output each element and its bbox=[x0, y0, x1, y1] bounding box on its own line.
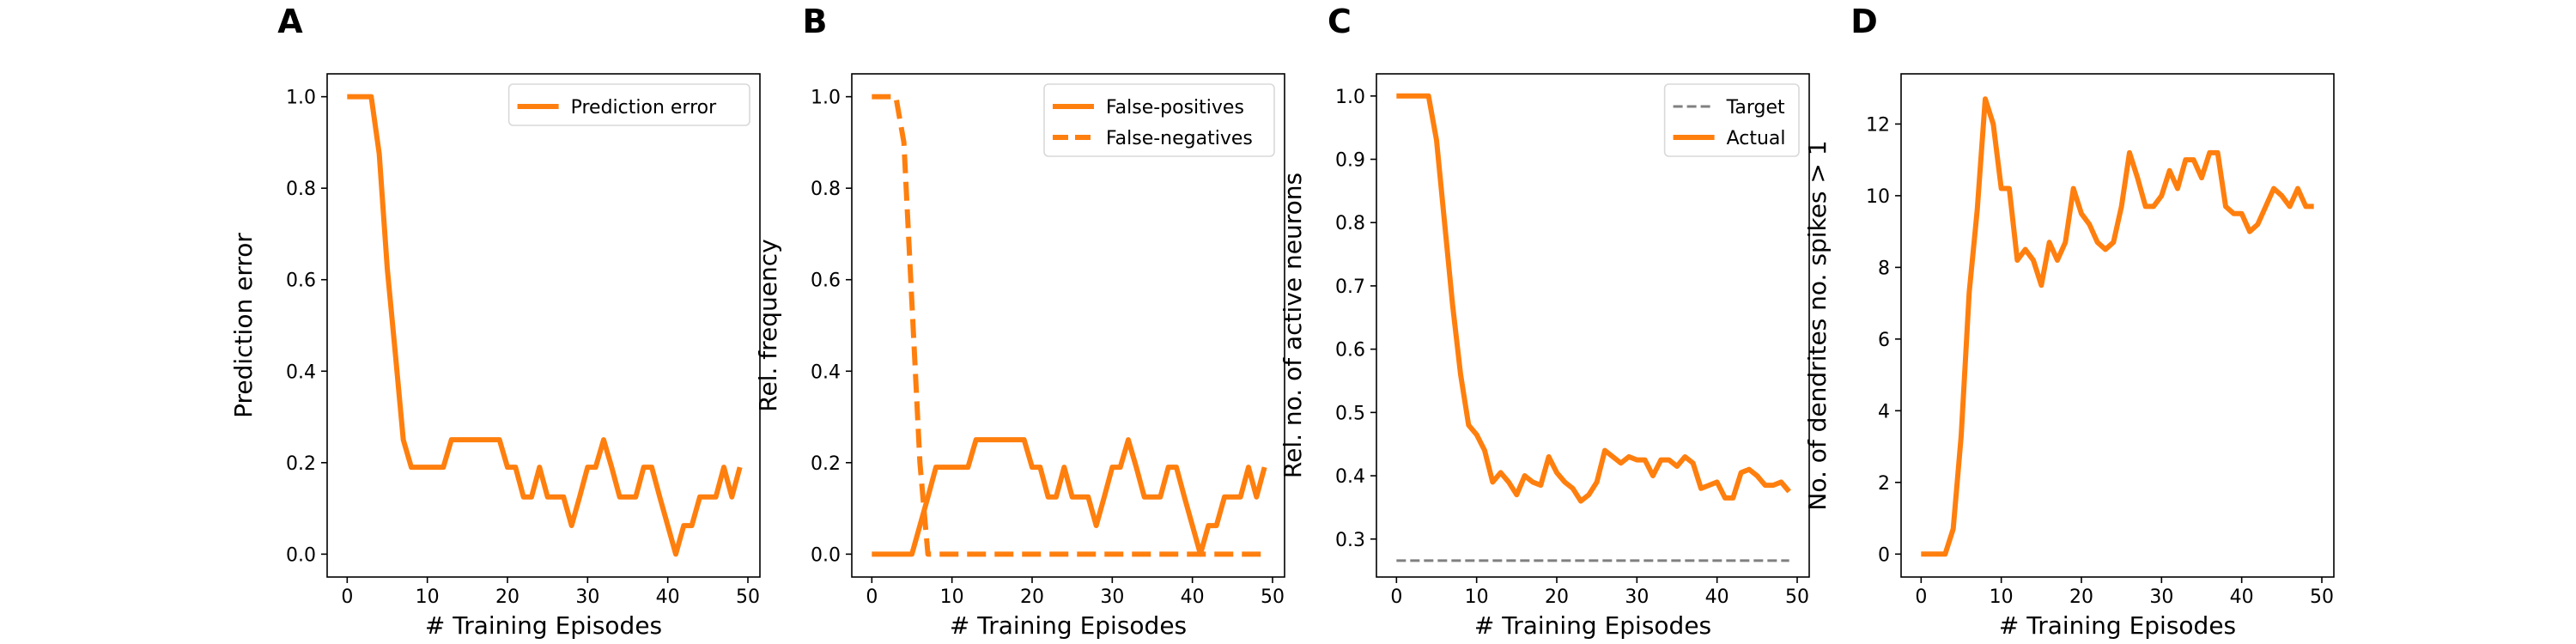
y-tick-label: 0.8 bbox=[811, 179, 841, 200]
series-line-actual bbox=[1396, 93, 1791, 504]
x-tick-label: 50 bbox=[736, 586, 760, 608]
legend-entry-label: False-positives bbox=[1106, 97, 1244, 118]
panel-letter: D bbox=[1850, 3, 1878, 40]
y-tick-label: 4 bbox=[1878, 401, 1890, 422]
series-line-prediction-error bbox=[347, 94, 743, 557]
y-axis-label: Rel. no. of active neurons bbox=[1279, 173, 1307, 478]
panel-c: C 0 10 20 30 40 50 0.3 0.4 0.5 0.6 0.7 0.8 0.9 1.0 # Tr… bbox=[1279, 3, 1810, 640]
axes-frame bbox=[326, 73, 761, 578]
x-axis-label: # Training Episodes bbox=[950, 611, 1187, 640]
y-tick-label: 0.4 bbox=[286, 361, 316, 383]
legend-box bbox=[1043, 83, 1275, 157]
x-tick-label: 50 bbox=[1261, 586, 1285, 608]
axes-frame bbox=[1900, 73, 2335, 578]
legend: False-positives False-negatives bbox=[1043, 83, 1275, 157]
y-tick-label: 1.0 bbox=[286, 88, 316, 109]
axes-frame bbox=[851, 73, 1285, 578]
x-tick-label: 0 bbox=[1915, 586, 1927, 608]
x-tick-label: 0 bbox=[1390, 586, 1402, 608]
x-tick-label: 30 bbox=[2149, 586, 2173, 608]
x-axis-label: # Training Episodes bbox=[1999, 611, 2236, 640]
legend: Prediction error bbox=[507, 83, 750, 126]
y-tick-label: 0.7 bbox=[1335, 276, 1365, 298]
y-tick-label: 0.9 bbox=[1335, 150, 1365, 172]
panel-d: D 0 10 20 30 40 50 0 2 4 6 8 10 12 # Training Episodes… bbox=[1803, 3, 2335, 640]
y-tick-label: 0.3 bbox=[1335, 530, 1365, 551]
y-tick-label: 0.6 bbox=[1335, 340, 1365, 361]
y-tick-label: 0.2 bbox=[811, 453, 841, 475]
x-tick-label: 20 bbox=[1020, 586, 1044, 608]
y-tick-label: 0.5 bbox=[1335, 403, 1365, 424]
y-tick-label: 0 bbox=[1878, 544, 1890, 566]
y-tick-label: 0.8 bbox=[286, 179, 316, 200]
y-axis-label: Prediction error bbox=[229, 233, 258, 418]
y-tick-label: 2 bbox=[1878, 473, 1890, 495]
panel-a: A 0 10 20 30 40 50 0.0 0.2 0.4 0.6 0.8 1.0 # Training… bbox=[229, 3, 761, 640]
x-tick-label: 40 bbox=[656, 586, 680, 608]
series-line-1 bbox=[1921, 96, 2314, 557]
y-tick-label: 0.2 bbox=[286, 453, 316, 475]
legend-entry-label: Prediction error bbox=[571, 97, 717, 118]
x-tick-label: 20 bbox=[2069, 586, 2093, 608]
legend-entry-label: Actual bbox=[1727, 128, 1786, 149]
series-line-false-negatives bbox=[872, 94, 1265, 557]
x-tick-label: 40 bbox=[2230, 586, 2254, 608]
x-tick-label: 10 bbox=[416, 586, 440, 608]
legend-box bbox=[507, 83, 750, 126]
x-tick-label: 40 bbox=[1181, 586, 1205, 608]
y-tick-label: 8 bbox=[1878, 258, 1890, 279]
x-tick-label: 20 bbox=[1545, 586, 1569, 608]
panel-b: B 0 10 20 30 40 50 0.0 0.2 0.4 0.6 0.8 1.0 # Training… bbox=[754, 3, 1285, 640]
x-tick-label: 40 bbox=[1705, 586, 1729, 608]
y-axis-label: No. of dendrites no. spikes > 1 bbox=[1803, 140, 1832, 510]
panel-letter: A bbox=[277, 3, 303, 40]
y-tick-label: 0.8 bbox=[1335, 213, 1365, 234]
y-tick-label: 10 bbox=[1866, 186, 1890, 208]
x-tick-label: 30 bbox=[1100, 586, 1124, 608]
legend: Target Actual bbox=[1663, 83, 1800, 157]
panel-letter: B bbox=[803, 3, 828, 40]
y-axis-label: Rel. frequency bbox=[754, 239, 782, 411]
axes-frame bbox=[1376, 73, 1810, 578]
panel-letter: C bbox=[1327, 3, 1352, 40]
y-tick-label: 0.4 bbox=[811, 361, 841, 383]
y-tick-label: 0.4 bbox=[1335, 466, 1365, 488]
x-tick-label: 10 bbox=[1990, 586, 2014, 608]
x-axis-label: # Training Episodes bbox=[425, 611, 662, 640]
legend-entry-label: False-negatives bbox=[1106, 128, 1253, 149]
x-tick-label: 0 bbox=[866, 586, 878, 608]
series-line-false-positives bbox=[872, 437, 1267, 557]
x-tick-label: 50 bbox=[1785, 586, 1809, 608]
y-tick-label: 0.6 bbox=[811, 270, 841, 292]
legend-entry-label: Target bbox=[1726, 97, 1785, 118]
x-tick-label: 10 bbox=[940, 586, 964, 608]
x-tick-label: 10 bbox=[1465, 586, 1489, 608]
x-tick-label: 30 bbox=[1625, 586, 1649, 608]
x-tick-label: 50 bbox=[2310, 586, 2334, 608]
y-tick-label: 1.0 bbox=[811, 88, 841, 109]
y-tick-label: 0.0 bbox=[811, 544, 841, 566]
y-tick-label: 0.0 bbox=[286, 544, 316, 566]
x-tick-label: 30 bbox=[575, 586, 599, 608]
x-tick-label: 0 bbox=[341, 586, 353, 608]
x-tick-label: 20 bbox=[495, 586, 519, 608]
x-axis-label: # Training Episodes bbox=[1474, 611, 1711, 640]
y-tick-label: 6 bbox=[1878, 330, 1890, 351]
y-tick-label: 0.6 bbox=[286, 270, 316, 292]
y-tick-label: 12 bbox=[1866, 114, 1890, 136]
y-tick-label: 1.0 bbox=[1335, 87, 1365, 108]
